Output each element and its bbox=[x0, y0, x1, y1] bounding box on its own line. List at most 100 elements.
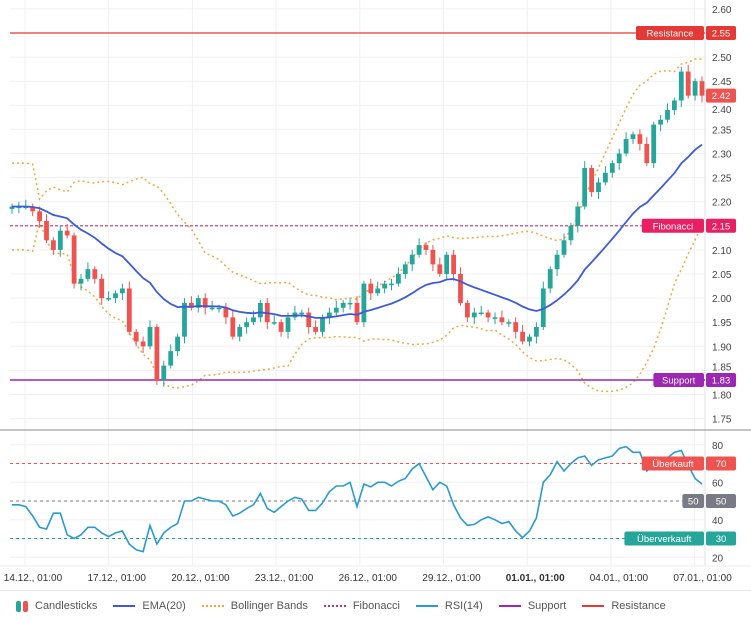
candle-body bbox=[658, 119, 663, 125]
candle bbox=[182, 298, 187, 344]
candle-body bbox=[126, 288, 132, 332]
oversold-badge: Überverkauft 30 bbox=[624, 531, 736, 546]
time-tick-label: 17.12., 01:00 bbox=[88, 573, 147, 584]
candle-body bbox=[616, 153, 622, 164]
rsi-tick-label: 40 bbox=[712, 516, 724, 527]
time-tick-label: 20.12., 01:00 bbox=[171, 573, 230, 584]
candle bbox=[78, 274, 84, 291]
fibonacci-badge-label: Fibonacci bbox=[653, 221, 694, 232]
resistance-badge-label-bg bbox=[636, 26, 704, 40]
candle-body bbox=[85, 269, 91, 279]
candle bbox=[547, 266, 553, 294]
candle bbox=[9, 203, 15, 214]
candle bbox=[506, 319, 512, 328]
candle bbox=[589, 165, 594, 197]
candle-body bbox=[71, 235, 77, 284]
candle-body bbox=[596, 182, 601, 193]
candle bbox=[609, 160, 615, 178]
support-badge-label: Support bbox=[662, 376, 696, 387]
candle bbox=[527, 333, 532, 347]
candle-body bbox=[9, 206, 15, 209]
legend-label: RSI(14) bbox=[444, 600, 483, 612]
legend-resistance[interactable]: Resistance bbox=[582, 600, 666, 612]
candle bbox=[147, 320, 153, 350]
candle-body bbox=[361, 283, 367, 323]
candle bbox=[202, 293, 208, 315]
candle bbox=[568, 222, 574, 246]
legend-candlesticks[interactable]: Candlesticks bbox=[16, 600, 97, 612]
candle-body bbox=[520, 331, 525, 342]
price-tick-label: 2.25 bbox=[712, 174, 732, 185]
resistance-swatch bbox=[582, 605, 605, 607]
price-tick-label: 2.10 bbox=[712, 246, 732, 257]
candle-body bbox=[685, 71, 691, 96]
candle bbox=[313, 320, 318, 335]
candle-body bbox=[37, 211, 42, 221]
price-tick-label: 2.60 bbox=[712, 5, 732, 16]
candle bbox=[85, 262, 91, 282]
candle-body bbox=[340, 302, 346, 308]
candle bbox=[451, 249, 456, 281]
candle-body bbox=[603, 172, 608, 183]
legend-ema[interactable]: EMA(20) bbox=[113, 600, 186, 612]
candle-body bbox=[140, 341, 146, 347]
candle bbox=[637, 129, 643, 151]
candle-body bbox=[547, 269, 553, 289]
candle-body bbox=[396, 274, 401, 284]
candle bbox=[492, 312, 498, 325]
candle-body bbox=[106, 298, 111, 300]
overbought-badge-value: 70 bbox=[716, 459, 727, 470]
legend-fibonacci[interactable]: Fibonacci bbox=[323, 600, 400, 612]
candle-body bbox=[51, 240, 56, 250]
price-tick-label: 1.80 bbox=[712, 391, 732, 402]
candle bbox=[16, 201, 22, 214]
candle-body bbox=[451, 254, 456, 274]
price-tick-label: 1.95 bbox=[712, 318, 732, 329]
legend-bollinger[interactable]: Bollinger Bands bbox=[201, 600, 308, 612]
candle bbox=[258, 300, 263, 323]
candle bbox=[92, 266, 98, 284]
candle bbox=[699, 76, 705, 103]
bollinger-upper-band bbox=[12, 58, 703, 301]
candle-body bbox=[485, 312, 491, 318]
candle bbox=[327, 307, 332, 325]
support-badge-label-bg bbox=[653, 373, 704, 388]
candle bbox=[99, 274, 105, 305]
candle bbox=[51, 237, 56, 255]
candle-body bbox=[120, 288, 125, 294]
support-badge-value-bg bbox=[706, 373, 736, 388]
candle-body bbox=[382, 283, 387, 289]
candle bbox=[423, 242, 429, 255]
legend-label: Resistance bbox=[611, 600, 666, 612]
rsi-tick-label: 80 bbox=[712, 441, 724, 452]
price-tick-label: 2.20 bbox=[712, 198, 732, 209]
candle bbox=[678, 66, 684, 108]
legend-rsi[interactable]: RSI(14) bbox=[415, 600, 483, 612]
resistance-badge-label: Resistance bbox=[647, 29, 694, 40]
candle bbox=[354, 296, 360, 326]
candle-body bbox=[492, 317, 498, 319]
price-chart[interactable]: 2.60 2.50 2.45 2.40 2.35 2.30 2.25 2.20 2.10 2.05… bbox=[0, 0, 751, 590]
candle bbox=[623, 132, 629, 157]
price-tick-label: 1.85 bbox=[712, 363, 732, 374]
candle-body bbox=[216, 307, 222, 310]
candle bbox=[140, 336, 146, 354]
candle bbox=[409, 249, 415, 272]
legend-support[interactable]: Support bbox=[498, 600, 566, 612]
candle-body bbox=[692, 81, 698, 96]
candle-body bbox=[699, 81, 705, 96]
oversold-badge-value-bg bbox=[706, 531, 736, 546]
candle bbox=[347, 298, 353, 310]
candle-body bbox=[389, 283, 394, 286]
candle bbox=[292, 305, 298, 321]
candle bbox=[57, 225, 63, 257]
fibonacci-badge-label-bg bbox=[641, 218, 704, 233]
candle-body bbox=[113, 293, 118, 299]
fibonacci-badge: Fibonacci 2.15 bbox=[641, 218, 736, 233]
candle-body bbox=[99, 278, 105, 299]
candle-body bbox=[540, 288, 546, 328]
rsi-mid-badge: 50 50 bbox=[682, 494, 736, 508]
candle bbox=[285, 312, 291, 339]
price-tick-label: 2.35 bbox=[712, 125, 732, 136]
candle bbox=[540, 281, 546, 330]
